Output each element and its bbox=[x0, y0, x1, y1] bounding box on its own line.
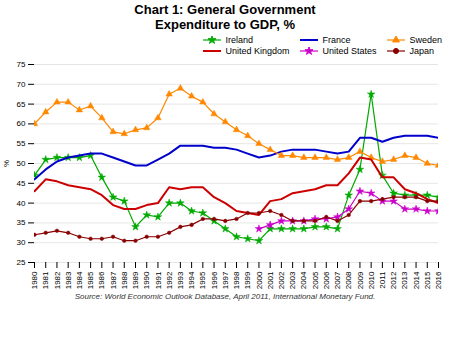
html-text:Japan: Japan bbox=[409, 45, 434, 56]
svg-text:45: 45 bbox=[17, 179, 26, 188]
svg-text:2015: 2015 bbox=[423, 271, 432, 289]
svg-text:2013: 2013 bbox=[400, 271, 409, 289]
svg-text:1994: 1994 bbox=[187, 271, 196, 289]
html-text:Chart 1: General Government: Chart 1: General Government bbox=[134, 2, 316, 17]
svg-text:1985: 1985 bbox=[86, 271, 95, 289]
svg-text:1998: 1998 bbox=[232, 271, 241, 289]
svg-text:1987: 1987 bbox=[109, 271, 118, 289]
svg-text:2004: 2004 bbox=[299, 271, 308, 289]
svg-text:2009: 2009 bbox=[356, 271, 365, 289]
svg-text:1986: 1986 bbox=[97, 271, 106, 289]
html-text:Source: World Economic Outlook: Source: World Economic Outlook Database,… bbox=[74, 291, 376, 301]
svg-text:2010: 2010 bbox=[367, 271, 376, 289]
svg-text:1992: 1992 bbox=[165, 271, 174, 289]
svg-text:2000: 2000 bbox=[255, 271, 264, 289]
svg-text:2005: 2005 bbox=[311, 271, 320, 289]
html-text:Ireland: Ireland bbox=[225, 34, 253, 45]
svg-text:1980: 1980 bbox=[30, 271, 39, 289]
svg-text:2003: 2003 bbox=[288, 271, 297, 289]
html-text:Sweden: Sweden bbox=[409, 34, 442, 45]
svg-text:40: 40 bbox=[17, 199, 26, 208]
svg-text:2012: 2012 bbox=[389, 271, 398, 289]
html-text:Expenditure to GDP, %: Expenditure to GDP, % bbox=[155, 16, 295, 32]
svg-text:2008: 2008 bbox=[344, 271, 353, 289]
svg-text:25: 25 bbox=[17, 258, 26, 267]
svg-text:1982: 1982 bbox=[53, 271, 62, 289]
svg-text:50: 50 bbox=[17, 159, 26, 168]
svg-text:75: 75 bbox=[17, 60, 26, 69]
svg-text:1983: 1983 bbox=[64, 271, 73, 289]
svg-text:2016: 2016 bbox=[434, 271, 443, 289]
svg-text:1999: 1999 bbox=[243, 271, 252, 289]
svg-text:55: 55 bbox=[17, 139, 26, 148]
svg-text:2014: 2014 bbox=[412, 271, 421, 289]
svg-text:1997: 1997 bbox=[221, 271, 230, 289]
svg-text:1993: 1993 bbox=[176, 271, 185, 289]
svg-text:1991: 1991 bbox=[154, 271, 163, 289]
svg-text:2002: 2002 bbox=[277, 271, 286, 289]
svg-text:1989: 1989 bbox=[131, 271, 140, 289]
svg-text:2007: 2007 bbox=[333, 271, 342, 289]
svg-text:1995: 1995 bbox=[198, 271, 207, 289]
svg-text:1984: 1984 bbox=[75, 271, 84, 289]
svg-text:1988: 1988 bbox=[120, 271, 129, 289]
svg-text:1996: 1996 bbox=[210, 271, 219, 289]
svg-text:65: 65 bbox=[17, 100, 26, 109]
html-text:France: France bbox=[322, 34, 351, 45]
svg-text:35: 35 bbox=[17, 218, 26, 227]
svg-text:2001: 2001 bbox=[266, 271, 275, 289]
svg-text:2011: 2011 bbox=[378, 271, 387, 289]
svg-text:60: 60 bbox=[17, 119, 26, 128]
svg-text:70: 70 bbox=[17, 80, 26, 89]
html-text:United Kingdom: United Kingdom bbox=[225, 45, 290, 56]
svg-text:1981: 1981 bbox=[41, 271, 50, 289]
svg-text:1990: 1990 bbox=[142, 271, 151, 289]
svg-text:30: 30 bbox=[17, 238, 26, 247]
html-text:United States: United States bbox=[322, 45, 377, 56]
svg-text:2006: 2006 bbox=[322, 271, 331, 289]
svg-text:%: % bbox=[2, 160, 11, 167]
